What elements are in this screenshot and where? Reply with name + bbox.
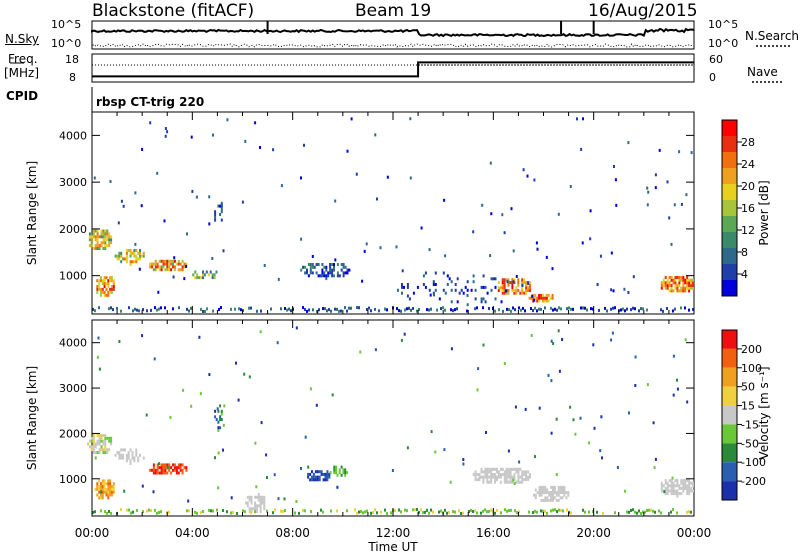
power-ylabel: Slant Range [km]	[25, 161, 39, 265]
colorbar-tick-label: 50	[741, 381, 755, 394]
y-tick-label: 3000	[59, 382, 87, 395]
y-tick-label: 1000	[59, 270, 87, 283]
count-tick-top-right: 10^5	[708, 18, 739, 31]
nave-tick-top: 60	[709, 53, 723, 66]
colorbar-cell	[722, 280, 737, 296]
colorbar-tick-label: 15	[741, 400, 755, 413]
colorbar-tick-label: 28	[741, 136, 755, 149]
colorbar-cell	[722, 248, 737, 264]
colorbar-cell	[722, 184, 737, 200]
colorbar-tick-label: 100	[741, 362, 762, 375]
colorbar-tick-label: -200	[741, 475, 766, 488]
x-tick-label: 16:00	[476, 526, 511, 540]
colorbar-tick-label: 12	[741, 224, 755, 237]
x-tick-label: 00:00	[677, 526, 712, 540]
freq-unit-label: [MHz]	[4, 66, 40, 80]
colorbar-tick-label: -100	[741, 456, 766, 469]
y-tick-label: 2000	[59, 427, 87, 440]
x-tick-label: 20:00	[576, 526, 611, 540]
colorbar-tick-label: 16	[741, 202, 755, 215]
count-tick-bottom-right: 10^0	[708, 37, 739, 50]
freq-tick-top: 18	[65, 53, 79, 66]
colorbar-cell	[722, 120, 737, 136]
count-tick-bottom-left: 10^0	[51, 37, 82, 50]
power-panel: 1000 2000 3000 4000	[59, 111, 695, 315]
count-strip	[91, 20, 695, 50]
velocity-panel: 1000 2000 3000 4000 00:00 04:00 08:00 12:00 16:0…	[59, 319, 712, 540]
colorbar-cell	[722, 200, 737, 216]
colorbar-cell	[722, 168, 737, 184]
x-tick-label: 08:00	[275, 526, 310, 540]
nsearch-label: N.Search	[745, 29, 800, 43]
station-title: Blackstone (fitACF)	[92, 1, 255, 21]
colorbar-cell	[722, 216, 737, 232]
count-tick-top-left: 10^5	[51, 18, 82, 31]
power-colorbar: 28 24 20 16 12 8 4	[721, 119, 755, 297]
y-tick-label: 4000	[59, 337, 87, 350]
date-title: 16/Aug/2015	[588, 1, 698, 21]
colorbar-cell	[722, 264, 737, 280]
x-tick-label: 04:00	[175, 526, 210, 540]
plot-frame	[91, 111, 695, 315]
y-tick-label: 4000	[59, 129, 87, 142]
colorbar-tick-label: 20	[741, 180, 755, 193]
colorbar-cell	[722, 367, 737, 387]
colorbar-tick-label: -15	[741, 418, 759, 431]
freq-label: Freq.	[8, 52, 38, 66]
beam-title: Beam 19	[355, 1, 432, 21]
cpid-value: rbsp CT-trig 220	[96, 95, 205, 109]
colorbar-tick-label: 8	[741, 246, 748, 259]
x-tick-label: 00:00	[75, 526, 110, 540]
colorbar-cell	[722, 481, 737, 500]
cpid-label: CPID	[6, 89, 39, 103]
velocity-cbar-label: Velocity [m s⁻¹]	[757, 366, 771, 459]
colorbar-cell	[722, 424, 737, 444]
freq-tick-bottom: 8	[69, 71, 76, 84]
y-tick-label: 2000	[59, 223, 87, 236]
velocity-ylabel: Slant Range [km]	[25, 366, 39, 470]
colorbar-cell	[722, 405, 737, 425]
frequency-trace	[92, 61, 694, 78]
nsearch-trace	[91, 43, 695, 48]
nave-label: Nave	[747, 65, 778, 79]
nsky-label: N.Sky	[5, 32, 40, 46]
colorbar-tick-label: 24	[741, 158, 755, 171]
y-tick-label: 3000	[59, 176, 87, 189]
colorbar-tick-label: -50	[741, 437, 759, 450]
power-cbar-label: Power [dB]	[757, 180, 771, 245]
nave-tick-bottom: 0	[709, 71, 716, 84]
colorbar-cell	[722, 386, 737, 406]
colorbar-cell	[722, 443, 737, 463]
velocity-colorbar: 200 100 50 15 -15 -50 -100 -200	[721, 329, 766, 501]
colorbar-frame	[721, 329, 738, 501]
colorbar-cell	[722, 348, 737, 368]
y-tick-label: 1000	[59, 473, 87, 486]
x-tick-label: 12:00	[376, 526, 411, 540]
colorbar-cell	[722, 152, 737, 168]
freq-strip	[91, 53, 695, 83]
colorbar-cell	[722, 462, 737, 482]
plot-frame	[91, 319, 695, 517]
nsky-trace	[91, 27, 695, 38]
colorbar-cell	[722, 136, 737, 152]
colorbar-cell	[722, 232, 737, 248]
colorbar-tick-label: 200	[741, 343, 762, 356]
colorbar-cell	[722, 330, 737, 349]
colorbar-tick-label: 4	[741, 268, 748, 281]
x-axis-label: Time UT	[367, 540, 418, 554]
